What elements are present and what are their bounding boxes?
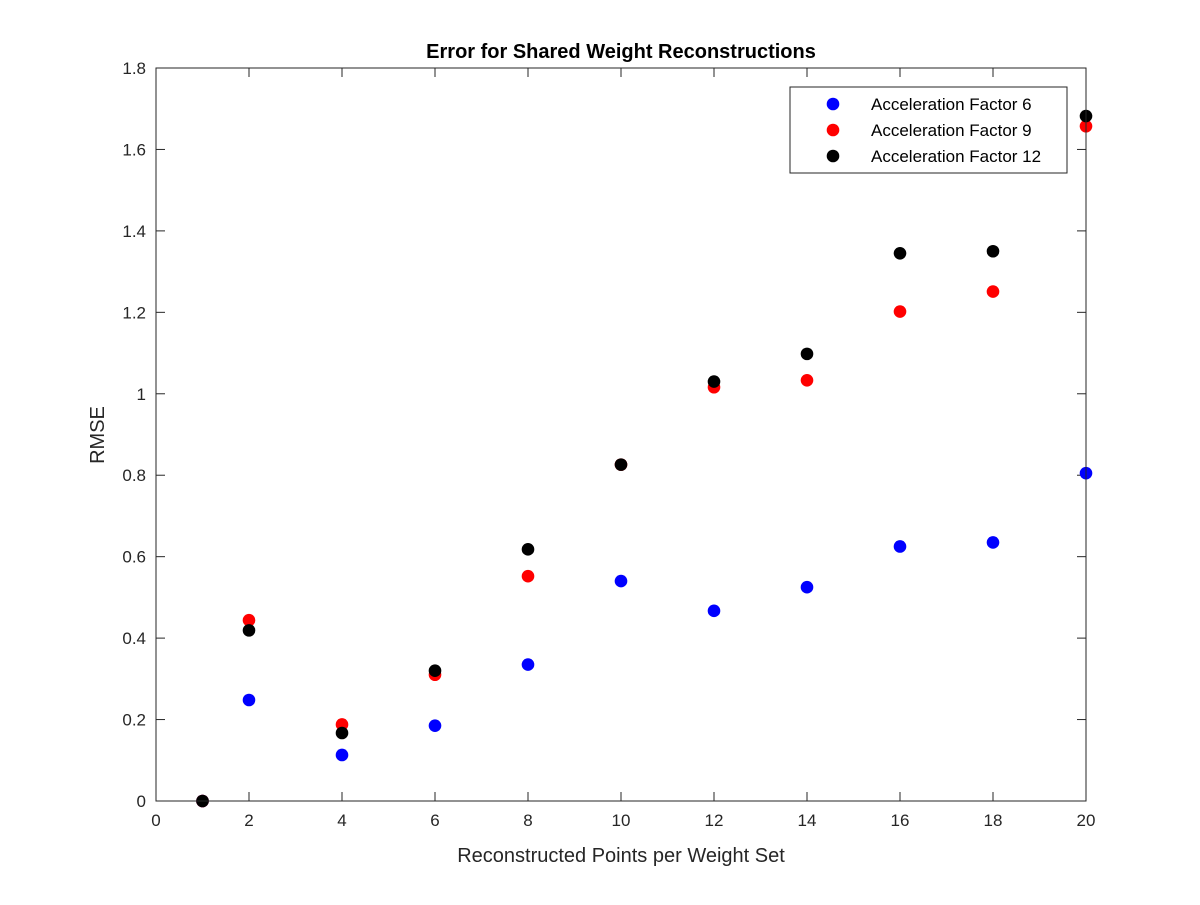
data-point-series-3 xyxy=(428,664,442,677)
data-point-series-3 xyxy=(521,543,535,556)
legend-label: Acceleration Factor 6 xyxy=(871,95,1032,114)
data-point-series-2 xyxy=(521,569,535,583)
x-tick-label: 16 xyxy=(891,811,910,830)
data-point-series-1 xyxy=(242,693,256,707)
data-point-series-1 xyxy=(986,536,1000,549)
x-tick-label: 18 xyxy=(984,811,1003,830)
y-tick-label: 0.8 xyxy=(122,466,146,485)
data-point-series-1 xyxy=(335,748,349,762)
x-tick-label: 12 xyxy=(705,811,724,830)
data-point-series-3 xyxy=(986,244,1000,258)
y-tick-label: 0.2 xyxy=(122,711,146,730)
x-tick-label: 20 xyxy=(1077,811,1096,830)
data-point-series-2 xyxy=(800,374,814,387)
legend-marker xyxy=(826,149,840,163)
legend-label: Acceleration Factor 9 xyxy=(871,121,1032,140)
data-point-series-1 xyxy=(614,574,628,588)
data-point-series-3 xyxy=(893,246,907,260)
legend-marker xyxy=(826,123,840,137)
chart-title: Error for Shared Weight Reconstructions xyxy=(426,41,816,63)
data-point-series-2 xyxy=(986,285,1000,298)
data-point-series-3 xyxy=(614,458,628,471)
y-tick-label: 1.4 xyxy=(122,222,146,241)
tick-labels: 0 2 4 6 8 10 12 14 16 18 20 0 0.2 0.4 0.6 0.8 1 1.2 1.4 1.6… xyxy=(122,59,1095,830)
axes-box xyxy=(155,67,1087,802)
data-point-series-2 xyxy=(242,613,256,627)
x-tick-label: 4 xyxy=(337,811,346,830)
plot-area xyxy=(156,68,1086,801)
data-point-series-1 xyxy=(428,719,442,732)
data-point-series-1 xyxy=(521,658,535,671)
x-tick-label: 2 xyxy=(244,811,253,830)
legend-label: Acceleration Factor 12 xyxy=(871,147,1041,166)
y-tick-label: 0.6 xyxy=(122,548,146,567)
data-point-series-3 xyxy=(800,347,814,361)
y-axis-label: RMSE xyxy=(87,406,109,464)
x-tick-label: 14 xyxy=(798,811,817,830)
data-point-series-1 xyxy=(800,580,814,594)
y-tick-label: 1 xyxy=(137,385,146,404)
y-tick-label: 1.8 xyxy=(122,59,146,78)
data-point-series-1 xyxy=(707,604,721,618)
data-point-series-3 xyxy=(707,375,721,388)
legend-marker xyxy=(826,97,840,111)
x-tick-label: 6 xyxy=(430,811,439,830)
y-tick-label: 1.6 xyxy=(122,140,146,159)
data-point-series-3 xyxy=(242,624,256,637)
x-tick-label: 10 xyxy=(612,811,631,830)
data-point-series-1 xyxy=(893,540,907,553)
y-tick-label: 0.4 xyxy=(122,629,146,648)
x-axis-label: Reconstructed Points per Weight Set xyxy=(457,845,785,867)
data-point-series-3 xyxy=(335,726,349,740)
x-tick-label: 8 xyxy=(523,811,532,830)
y-tick-label: 1.2 xyxy=(122,303,146,322)
x-tick-label: 0 xyxy=(151,811,160,830)
legend: Acceleration Factor 6 Acceleration Factor… xyxy=(789,86,1068,174)
data-point-series-2 xyxy=(893,305,907,318)
y-tick-label: 0 xyxy=(137,792,146,811)
data-markers xyxy=(196,109,1093,808)
